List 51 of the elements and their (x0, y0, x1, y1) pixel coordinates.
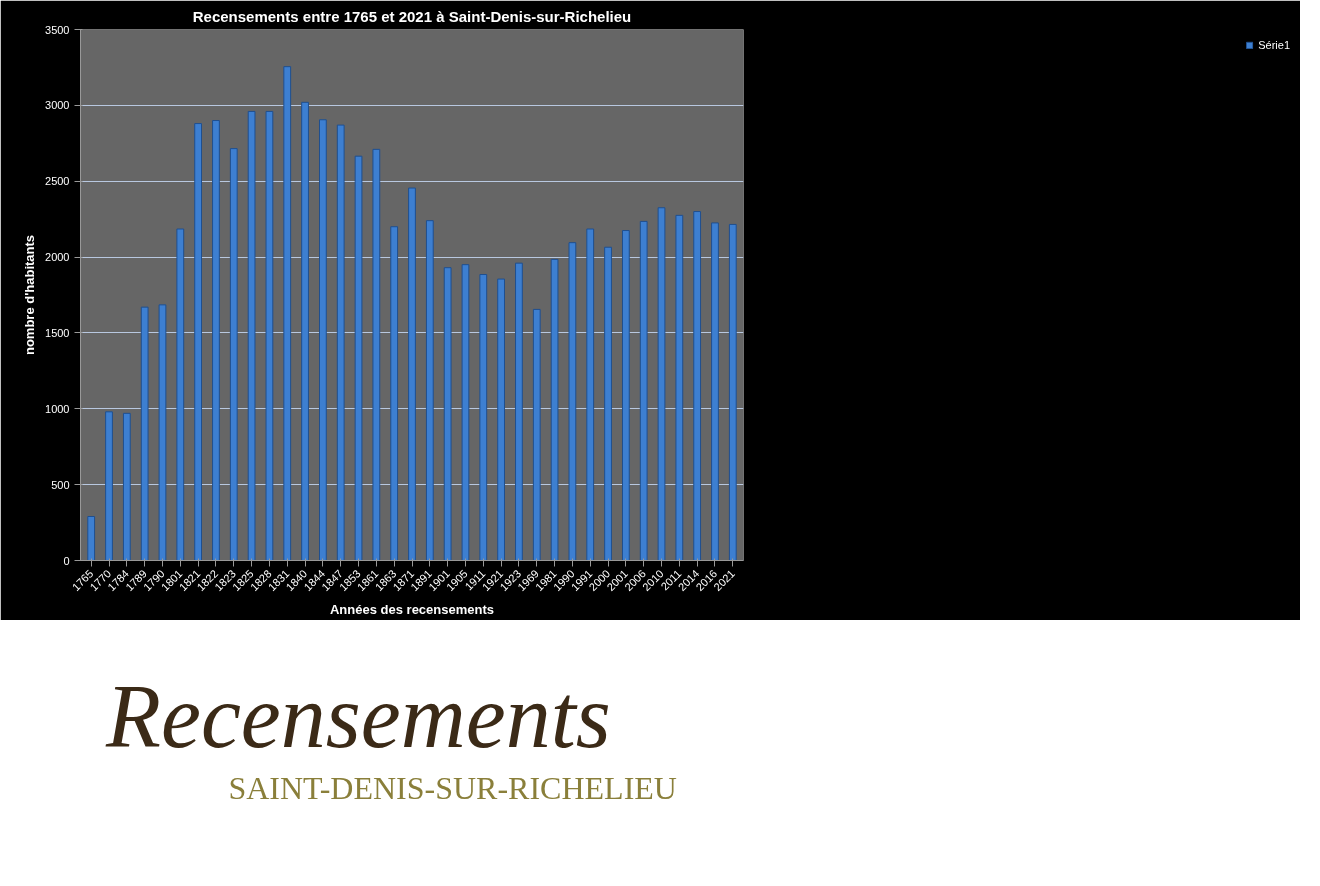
y-tick-label: 3000 (45, 99, 70, 112)
bar (122, 412, 131, 561)
bar (568, 242, 577, 561)
legend-label: Série1 (1258, 39, 1290, 51)
y-tick-label: 0 (63, 554, 70, 567)
bar (443, 267, 452, 561)
bar (105, 411, 113, 561)
bar (693, 211, 702, 561)
bar (140, 306, 149, 561)
bar (336, 124, 345, 561)
bar (212, 120, 220, 561)
bar (532, 308, 541, 561)
bar (586, 228, 595, 561)
x-axis-title: Années des recensements (329, 602, 495, 618)
bar (283, 66, 292, 561)
bar (621, 230, 630, 561)
bar (372, 148, 381, 561)
y-tick-label: 3500 (45, 23, 70, 36)
chart-title: Recensements entre 1765 et 2021 à Saint-Denis-sur-Richelieu (192, 7, 632, 25)
bar (87, 516, 96, 561)
y-tick-label: 500 (51, 478, 70, 491)
y-tick-label: 2000 (45, 251, 70, 264)
y-tick-label: 1500 (45, 326, 70, 339)
bar (425, 220, 434, 561)
bar (675, 214, 684, 561)
bar (711, 222, 719, 561)
bar (550, 258, 559, 561)
bar (319, 119, 327, 561)
bar (354, 155, 363, 561)
bar (497, 278, 505, 561)
bar (639, 220, 648, 561)
y-tick-label: 1000 (45, 402, 70, 415)
bar (265, 110, 274, 561)
bar (461, 264, 470, 561)
bar (479, 274, 488, 561)
bar (604, 246, 612, 561)
bar (194, 123, 203, 561)
bar (657, 207, 666, 561)
bar (728, 223, 737, 561)
bar (176, 228, 185, 561)
bar (408, 187, 416, 561)
bar (390, 226, 399, 561)
bar (247, 110, 256, 561)
text: Recensements (105, 666, 611, 766)
text: SAINT-DENIS-SUR-RICHELIEU (228, 769, 677, 806)
bar (515, 262, 523, 561)
y-tick-label: 2500 (45, 175, 70, 188)
bar (301, 101, 309, 561)
y-axis-title: nombre d'habitants (22, 234, 38, 356)
bar (229, 148, 238, 561)
bar (158, 304, 167, 561)
